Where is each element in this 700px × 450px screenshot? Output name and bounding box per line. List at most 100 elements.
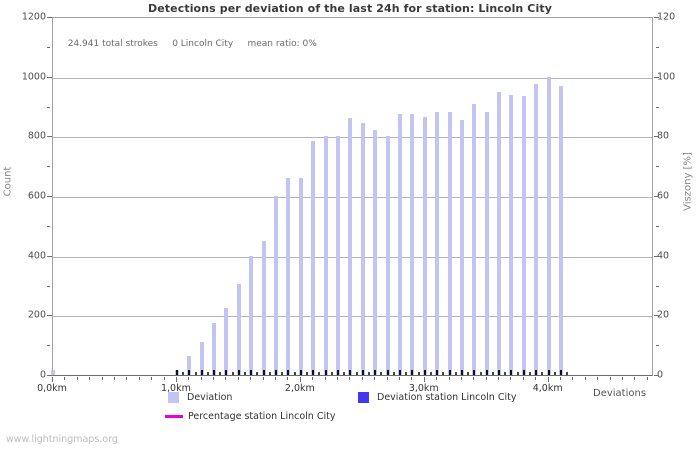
- legend: Deviation Deviation station Lincoln City P…: [0, 392, 700, 432]
- bar-base-tick: [535, 370, 538, 375]
- x-tick-mark-minor: [263, 377, 264, 380]
- bar-base-tick: [213, 370, 216, 375]
- bar: [422, 116, 427, 375]
- y-tick-label-right: 80: [657, 130, 670, 142]
- bar-base-tick: [374, 370, 377, 375]
- x-tick-label: 3,0km: [408, 383, 439, 394]
- total-strokes-label: 24.941 total strokes: [67, 39, 158, 49]
- bar-base-tick: [516, 372, 519, 375]
- x-tick-mark-minor: [374, 377, 375, 380]
- x-axis-ticks: [52, 377, 653, 383]
- x-tick-mark-minor: [622, 377, 623, 380]
- plot-area: [52, 17, 653, 376]
- x-tick-mark-minor: [312, 377, 313, 380]
- y-axis-left-labels: 0 200 400 600 800 1000 1200: [0, 12, 46, 381]
- bar: [187, 355, 192, 375]
- x-tick-mark-minor: [449, 377, 450, 380]
- y-tick-mark: [47, 136, 52, 138]
- x-tick-mark-minor: [337, 377, 338, 380]
- bar-base-tick: [349, 370, 352, 375]
- x-tick-mark-minor: [510, 377, 511, 380]
- y-tick-mark: [47, 375, 52, 376]
- bar: [236, 284, 241, 375]
- page-title: Detections per deviation of the last 24h…: [148, 2, 552, 15]
- y-tick-mark-minor: [47, 225, 50, 227]
- x-tick-mark-minor: [535, 377, 536, 380]
- bar: [348, 118, 353, 375]
- x-tick-mark-minor: [250, 377, 251, 380]
- bar-base-tick: [343, 372, 346, 375]
- x-tick-label: 1,0km: [160, 383, 191, 394]
- x-tick-mark-minor: [64, 377, 65, 380]
- legend-item[interactable]: Percentage station Lincoln City: [165, 411, 335, 422]
- x-tick-mark-minor: [89, 377, 90, 380]
- bar: [311, 140, 316, 375]
- y-tick-label-right: 100: [657, 71, 676, 83]
- x-tick-mark-minor: [387, 377, 388, 380]
- x-tick-mark-minor: [461, 377, 462, 380]
- bar-base-tick: [467, 372, 470, 375]
- legend-item[interactable]: Deviation: [168, 392, 232, 403]
- y-tick-mark-minor: [656, 345, 659, 347]
- info-summary: 24.941 total strokes 0 Lincoln City mean…: [62, 29, 317, 49]
- y-tick-mark: [654, 17, 659, 18]
- y-tick-label-left: 1000: [21, 71, 46, 83]
- y-tick-mark: [47, 255, 52, 257]
- x-tick-mark-minor: [572, 377, 573, 380]
- bar: [261, 240, 266, 375]
- x-tick-mark-minor: [114, 377, 115, 380]
- bar: [509, 94, 514, 375]
- x-tick-mark-minor: [275, 377, 276, 380]
- x-tick-label: 2,0km: [284, 383, 315, 394]
- bar: [224, 307, 229, 375]
- bar: [298, 178, 303, 375]
- x-tick-mark-minor: [647, 377, 648, 380]
- bar: [212, 322, 217, 375]
- y-tick-label-right: 20: [657, 309, 670, 321]
- x-tick-mark: [424, 377, 425, 382]
- y-axis-left-title: Count: [2, 166, 14, 197]
- bar-base-tick: [206, 372, 209, 375]
- x-tick-mark-minor: [498, 377, 499, 380]
- bar-base-tick: [541, 372, 544, 375]
- bar: [373, 130, 378, 375]
- bar-base-tick: [448, 370, 451, 375]
- bar-base-tick: [392, 372, 395, 375]
- y-tick-mark: [47, 315, 52, 317]
- bar-base-tick: [473, 370, 476, 375]
- bar: [472, 103, 477, 375]
- bar-base-tick: [442, 372, 445, 375]
- y-tick-mark: [654, 196, 659, 197]
- bar: [249, 255, 254, 375]
- bar-base-tick: [460, 370, 463, 375]
- bar: [484, 112, 489, 375]
- y-tick-mark-minor: [656, 46, 659, 48]
- legend-item[interactable]: Deviation station Lincoln City: [358, 392, 516, 403]
- bar: [199, 342, 204, 375]
- x-tick-mark-minor: [585, 377, 586, 380]
- x-tick-mark-minor: [399, 377, 400, 380]
- x-tick-mark-minor: [201, 377, 202, 380]
- gridline: [53, 77, 652, 79]
- bar-base-tick: [175, 370, 178, 375]
- bar-base-tick: [560, 370, 563, 375]
- legend-label: Deviation station Lincoln City: [377, 392, 517, 403]
- bar-base-tick: [219, 372, 222, 375]
- y-tick-mark-minor: [47, 345, 50, 347]
- y-tick-mark: [654, 315, 659, 317]
- y-tick-mark-minor: [47, 285, 50, 287]
- bar: [534, 84, 539, 375]
- x-tick-label: 4,0km: [532, 383, 563, 394]
- x-tick-mark-minor: [164, 377, 165, 380]
- bar-base-tick: [479, 372, 482, 375]
- y-tick-mark-minor: [656, 225, 659, 227]
- bar-base-tick: [454, 372, 457, 375]
- bar-base-tick: [194, 372, 197, 375]
- bar: [546, 76, 551, 375]
- bar-base-tick: [275, 370, 278, 375]
- x-tick-mark-minor: [597, 377, 598, 380]
- x-tick-mark-minor: [411, 377, 412, 380]
- gridline: [53, 256, 652, 258]
- bar: [559, 85, 564, 375]
- x-axis-title: Deviations: [593, 388, 647, 399]
